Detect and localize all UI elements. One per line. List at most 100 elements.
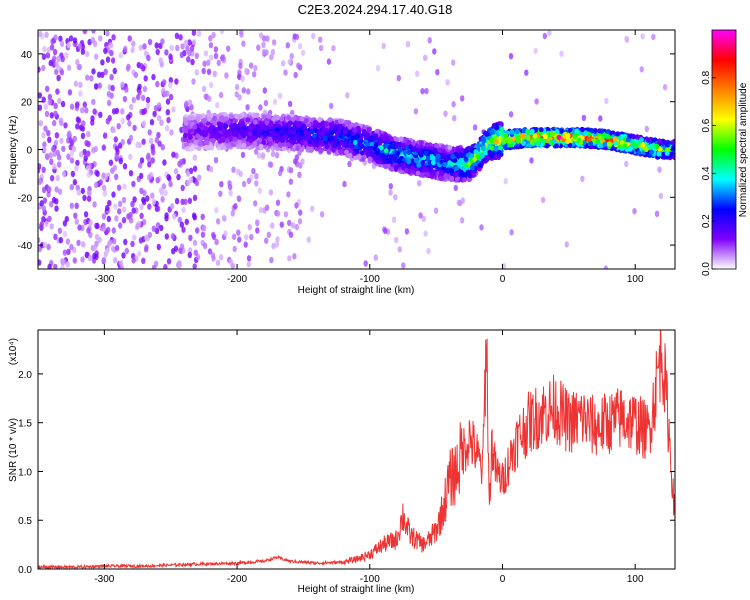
spectrogram-cell <box>151 264 157 269</box>
spectrogram-cell <box>137 250 142 257</box>
spectrogram-cell <box>280 137 285 143</box>
spectrogram-cell <box>420 160 426 166</box>
spectrogram-cell <box>241 142 247 148</box>
spectrogram-cell <box>48 59 53 67</box>
spectrogram-cell <box>360 156 366 162</box>
spectrogram-cell <box>61 145 66 153</box>
spectrogram-cell <box>184 218 189 225</box>
spectrogram-cell <box>122 163 128 170</box>
spectrogram-cell <box>151 149 156 156</box>
spectrogram-cell <box>202 242 208 249</box>
spectrogram-cell <box>66 248 71 255</box>
snr-y-tick-label: 0.0 <box>18 565 32 576</box>
spectrogram-cell <box>44 31 49 38</box>
spectrogram-cell <box>237 236 242 243</box>
spectrogram-cell <box>131 257 136 264</box>
spectrogram-cell <box>272 98 278 106</box>
spectrogram-cell <box>60 264 65 269</box>
spectrogram-cell <box>82 101 88 108</box>
spectrogram-cell <box>114 244 120 252</box>
spectrogram-cell <box>76 117 82 124</box>
spectrogram-cell <box>283 134 288 140</box>
spectrogram-cell <box>433 147 439 153</box>
spectrogram-cell <box>521 127 527 134</box>
spectrogram-cell <box>41 166 46 173</box>
spectrogram-cell <box>192 165 198 172</box>
spectrogram-cell <box>128 211 133 219</box>
spectrogram-cell <box>574 128 580 134</box>
spectrogram-cell <box>48 152 53 159</box>
spectrogram-cell <box>101 144 107 151</box>
spectrogram-cell <box>168 77 173 84</box>
spectrogram-cell <box>488 152 494 159</box>
spectrogram-cell <box>173 168 179 175</box>
spectrogram-cell <box>230 210 235 217</box>
spectrogram-cell <box>118 222 123 229</box>
spectrogram-cell <box>297 121 303 127</box>
spectrogram-x-tick-label: 100 <box>627 274 644 285</box>
spectrogram-cell <box>372 154 378 160</box>
spectrogram-cell <box>64 52 69 59</box>
spectrogram-cell <box>227 130 233 136</box>
spectrogram-cell <box>145 102 151 110</box>
spectrogram-cell <box>210 252 216 259</box>
spectrogram-cell <box>190 58 195 66</box>
spectrogram-cell <box>264 49 269 56</box>
spectrogram-cell <box>47 99 52 106</box>
spectrogram-cell <box>69 157 75 164</box>
spectrogram-cell <box>44 110 50 118</box>
spectrogram-cell <box>548 139 554 145</box>
spectrogram-cell <box>361 129 367 135</box>
spectrogram-cell <box>73 80 79 87</box>
spectrogram-cell <box>640 33 645 40</box>
spectrogram-cell <box>151 225 156 232</box>
spectrogram-cell <box>644 146 649 152</box>
spectrogram-cell <box>283 69 288 76</box>
spectrogram-cell <box>44 220 49 228</box>
spectrogram-cell <box>454 165 459 171</box>
spectrogram-cell <box>318 44 324 52</box>
spectrogram-cell <box>52 163 57 170</box>
spectrogram-cell <box>160 196 165 203</box>
spectrogram-cell <box>432 48 437 55</box>
spectrogram-cell <box>415 70 420 77</box>
spectrogram-cell <box>418 152 424 158</box>
spectrogram-cell <box>143 75 148 82</box>
spectrogram-cell <box>68 144 73 151</box>
spectrogram-cell <box>357 141 362 147</box>
spectrogram-cell <box>178 34 183 41</box>
spectrogram-cell <box>347 135 353 141</box>
spectrogram-cell <box>164 215 169 222</box>
spectrogram-cell <box>58 35 63 42</box>
spectrogram-cell <box>416 162 422 168</box>
spectrogram-cell <box>469 164 475 170</box>
spectrogram-cell <box>78 90 83 97</box>
spectrogram-cell <box>424 87 429 95</box>
spectrogram-cell <box>424 142 430 148</box>
spectrogram-cell <box>565 133 571 139</box>
spectrogram-cell <box>183 126 189 132</box>
spectrogram-cell <box>41 216 46 223</box>
spectrogram-cell <box>97 82 103 89</box>
spectrogram-cell <box>42 241 48 249</box>
spectrogram-cell <box>327 117 333 123</box>
spectrogram-cell <box>91 30 96 34</box>
spectrogram-cell <box>141 257 146 264</box>
spectrogram-cell <box>565 138 571 145</box>
spectrogram-cell <box>150 192 155 199</box>
spectrogram-cell <box>130 200 135 208</box>
spectrogram-cell <box>139 62 144 70</box>
colorbar-tick-label: 0.4 <box>701 166 712 180</box>
spectrogram-cell <box>42 197 48 204</box>
spectrogram-cell <box>102 190 108 197</box>
spectrogram-cell <box>83 155 88 162</box>
spectrogram-cell <box>365 142 371 148</box>
spectrogram-cell <box>149 119 155 126</box>
spectrogram-cell <box>53 233 58 240</box>
spectrogram-cell <box>315 136 320 142</box>
spectrogram-cell <box>47 263 52 269</box>
spectrogram-cell <box>237 139 243 145</box>
spectrogram-cell <box>203 126 209 132</box>
spectrogram-cell <box>300 158 305 165</box>
spectrogram-cell <box>295 132 301 138</box>
